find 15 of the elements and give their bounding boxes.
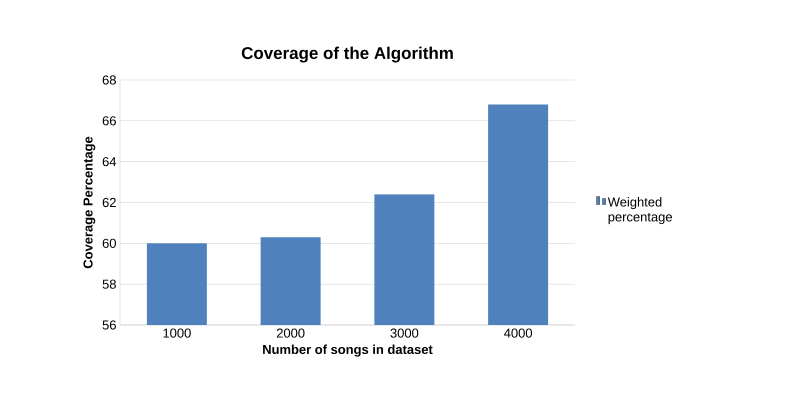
x-tick-label: 2000 xyxy=(276,328,305,338)
x-tick-label: 1000 xyxy=(163,328,191,338)
y-axis-title: Coverage Percentage xyxy=(83,136,96,268)
y-tick-label: 66 xyxy=(102,116,116,126)
y-tick-label: 58 xyxy=(102,280,116,289)
y-tick-label: 62 xyxy=(102,198,116,208)
x-tick-label: 4000 xyxy=(504,328,532,338)
x-axis-title: Number of songs in dataset xyxy=(263,344,433,357)
y-tick-label: 68 xyxy=(102,75,116,85)
chart-title: Coverage of the Algorithm xyxy=(242,46,453,63)
y-tick-label: 64 xyxy=(102,157,116,166)
x-tick-label: 3000 xyxy=(390,328,418,338)
y-tick-label: 60 xyxy=(102,238,116,248)
y-tick-label: 56 xyxy=(102,320,116,330)
legend-label: Weighted percentage xyxy=(608,197,672,224)
